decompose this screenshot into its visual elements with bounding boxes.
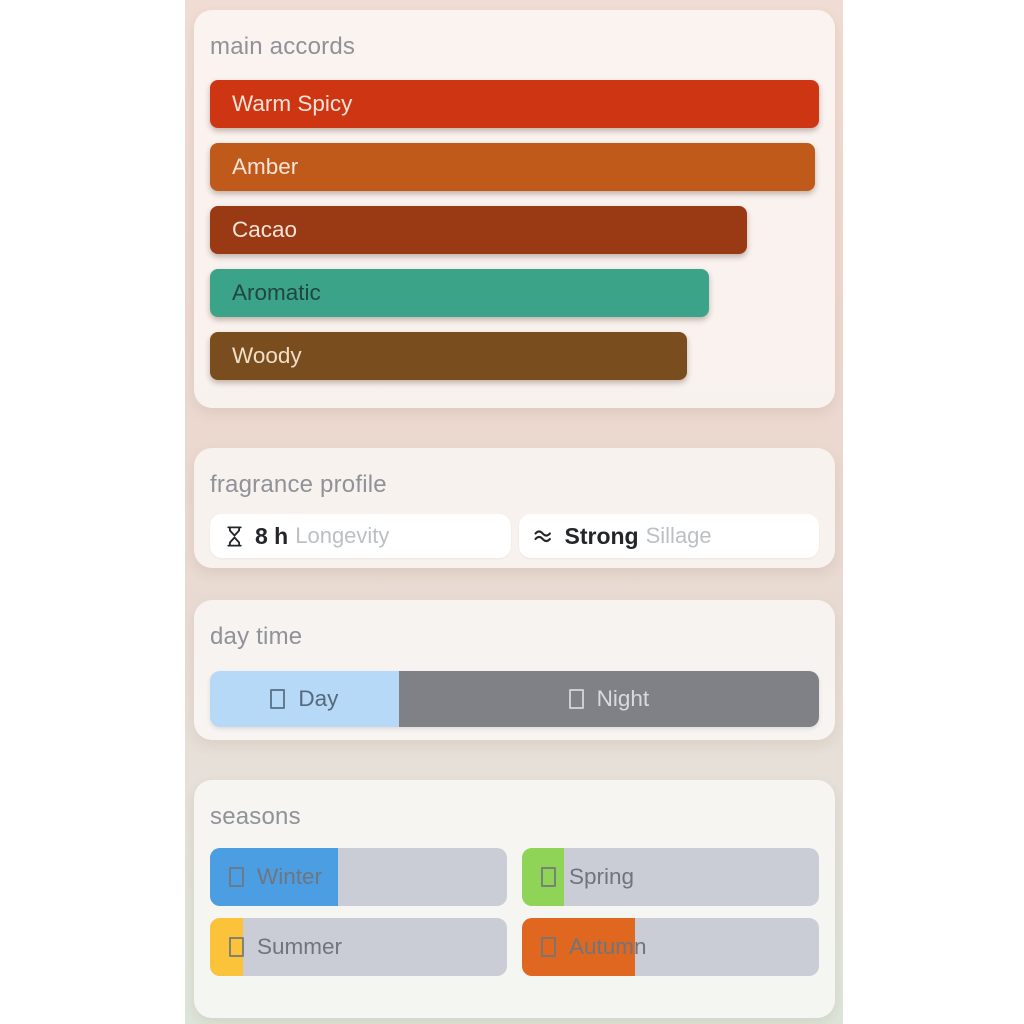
accord-bar-cacao: Cacao: [210, 206, 748, 254]
accord-label: Amber: [232, 154, 299, 179]
season-fill-autumn: [522, 918, 635, 976]
daytime-segment-day: Day: [210, 671, 399, 727]
accord-label: Woody: [232, 343, 302, 368]
main-accords-card: main accords Warm Spicy Amber Cacao Aromati…: [194, 10, 835, 408]
autumn-glyph-icon: [541, 937, 556, 957]
fragrance-profile-title: fragrance profile: [210, 471, 387, 498]
season-label-wrap: Summer: [229, 918, 342, 976]
longevity-pill: 8 h Longevity: [210, 514, 511, 558]
day-glyph-icon: [270, 689, 286, 709]
season-bar-winter: Winter: [210, 848, 507, 906]
season-label: Spring: [569, 864, 635, 889]
waves-icon: [532, 524, 556, 548]
season-bar-autumn: Autumn: [522, 918, 819, 976]
accord-bar-warm-spicy: Warm Spicy: [210, 80, 819, 128]
season-bar-summer: Summer: [210, 918, 507, 976]
accord-list: Warm Spicy Amber Cacao Aromatic Woody: [210, 80, 819, 380]
day-time-card: day time Day Night: [194, 600, 835, 740]
accord-bar-amber: Amber: [210, 143, 816, 191]
season-label-wrap: Autumn: [541, 918, 647, 976]
season-label: Winter: [257, 864, 323, 889]
sillage-value: Strong: [564, 522, 639, 549]
sillage-pill: Strong Sillage: [518, 514, 819, 558]
season-bar-spring: Spring: [522, 848, 819, 906]
seasons-card: seasons Winter Spring Summer Autumn: [194, 780, 835, 1018]
season-grid: Winter Spring Summer Autumn: [210, 848, 819, 976]
daytime-segment-label: Night: [596, 686, 650, 711]
accord-label: Warm Spicy: [232, 91, 353, 116]
night-glyph-icon: [568, 689, 584, 709]
fragrance-profile-card: fragrance profile 8 h Longevity: [194, 448, 835, 568]
profile-pill-row: 8 h Longevity Strong Sillage: [210, 514, 819, 558]
sillage-label: Sillage: [645, 523, 712, 548]
season-label-wrap: Winter: [229, 848, 322, 906]
longevity-label: Longevity: [295, 523, 390, 548]
app-background: main accords Warm Spicy Amber Cacao Aromati…: [185, 0, 843, 1024]
season-label: Summer: [257, 934, 343, 959]
seasons-title: seasons: [210, 803, 301, 830]
season-fill-summer: [210, 918, 243, 976]
spring-glyph-icon: [541, 867, 556, 887]
main-accords-title: main accords: [210, 33, 356, 60]
season-fill-winter: [210, 848, 338, 906]
accord-bar-aromatic: Aromatic: [210, 269, 710, 317]
longevity-value: 8 h: [255, 522, 289, 549]
day-night-bar: Day Night: [210, 671, 819, 727]
hourglass-icon: [223, 524, 246, 549]
accord-label: Cacao: [232, 217, 298, 242]
season-label-wrap: Spring: [541, 848, 634, 906]
accord-label: Aromatic: [232, 280, 321, 305]
summer-glyph-icon: [229, 937, 244, 957]
season-label: Autumn: [569, 934, 647, 959]
day-time-title: day time: [210, 623, 303, 650]
winter-glyph-icon: [229, 867, 244, 887]
daytime-segment-night: Night: [398, 671, 819, 727]
accord-bar-woody: Woody: [210, 332, 688, 380]
daytime-segment-label: Day: [298, 686, 339, 711]
